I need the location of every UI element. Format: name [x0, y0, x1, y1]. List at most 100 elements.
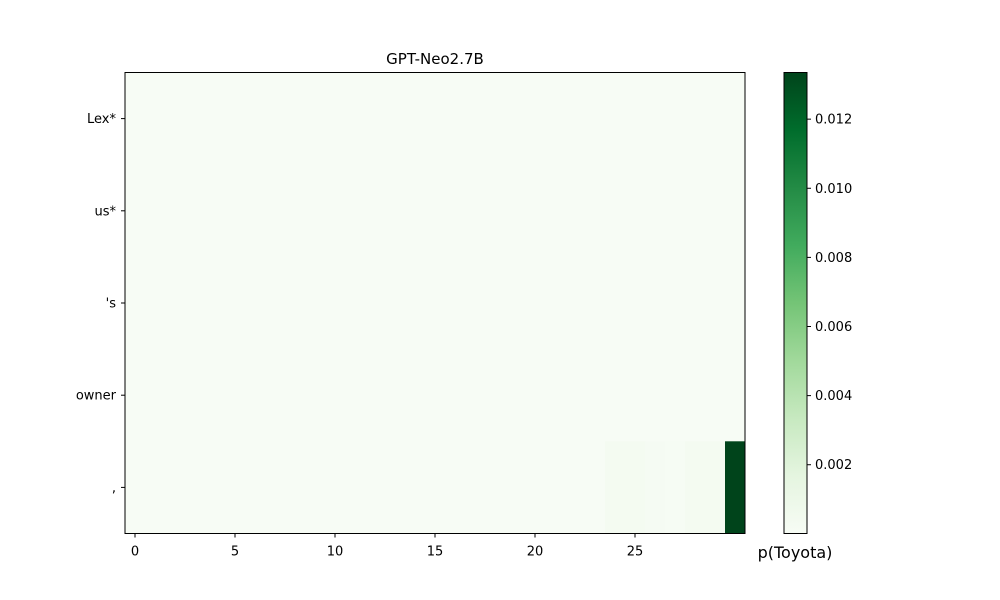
colorbar-label: p(Toyota): [758, 543, 833, 562]
y-axis: Lex* us* 's owner,: [76, 112, 125, 496]
heatmap-cell: [305, 256, 326, 350]
heatmap-cell: [485, 256, 506, 350]
y-tick-label: owner: [76, 389, 117, 404]
heatmap-cell: [345, 349, 366, 442]
heatmap-cell: [405, 349, 426, 442]
heatmap-cell: [545, 441, 566, 534]
heatmap-cell: [565, 349, 586, 442]
heatmap-cell: [225, 72, 246, 166]
colorbar-axis: 0.002 0.004 0.006 0.008 0.010 0.012: [807, 113, 852, 473]
heatmap-cell: [305, 349, 326, 442]
heatmap-cell: [725, 349, 746, 442]
heatmap-cell: [145, 164, 166, 258]
heatmap-cell: [225, 441, 246, 534]
heatmap-cell: [405, 72, 426, 166]
heatmap-cell: [325, 441, 346, 534]
heatmap-cell: [625, 256, 646, 350]
heatmap-cell: [165, 256, 186, 350]
heatmap-cell: [345, 72, 366, 166]
heatmap-cell: [345, 164, 366, 258]
heatmap-cell: [125, 349, 146, 442]
heatmap-cell: [505, 349, 526, 442]
heatmap-cell: [385, 256, 406, 350]
heatmap-cell: [625, 164, 646, 258]
heatmap-cell: [385, 441, 406, 534]
heatmap-cell: [645, 349, 666, 442]
heatmap-cell: [385, 349, 406, 442]
heatmap-cell: [165, 349, 186, 442]
x-axis: 0 5 10 15 20 25: [131, 533, 643, 560]
heatmap-cell: [265, 72, 286, 166]
heatmap-cell: [245, 164, 266, 258]
heatmap-cell: [325, 256, 346, 350]
heatmap-cell: [325, 72, 346, 166]
heatmap-cell: [685, 349, 706, 442]
heatmap-cell: [685, 441, 706, 534]
heatmap-cell: [525, 349, 546, 442]
heatmap-cell: [185, 72, 206, 166]
heatmap-cell: [725, 72, 746, 166]
heatmap-cell: [245, 72, 266, 166]
heatmap-cell: [485, 164, 506, 258]
heatmap-cell: [365, 164, 386, 258]
heatmap-cell: [125, 72, 146, 166]
heatmap-cell: [705, 349, 726, 442]
heatmap-cell: [205, 256, 226, 350]
heatmap-cell: [405, 441, 426, 534]
heatmap-cell: [125, 164, 146, 258]
heatmap-cell: [645, 441, 666, 534]
heatmap-cell: [685, 256, 706, 350]
heatmap-cell: [365, 349, 386, 442]
heatmap-cell: [145, 72, 166, 166]
heatmap-cell: [605, 256, 626, 350]
heatmap-cell: [625, 72, 646, 166]
heatmap-cell: [585, 72, 606, 166]
heatmap-cell: [305, 164, 326, 258]
x-tick-label: 15: [427, 545, 444, 560]
heatmap-cell: [605, 349, 626, 442]
heatmap-cell: [465, 441, 486, 534]
heatmap-cell: [225, 256, 246, 350]
heatmap-cell: [425, 164, 446, 258]
heatmap-cell: [665, 349, 686, 442]
heatmap-cell: [365, 72, 386, 166]
heatmap-cell: [565, 164, 586, 258]
heatmap-cell: [725, 164, 746, 258]
heatmap-cell: [205, 72, 226, 166]
heatmap-cell: [125, 256, 146, 350]
heatmap-cell: [205, 349, 226, 442]
heatmap-cell: [425, 441, 446, 534]
heatmap-cell: [625, 349, 646, 442]
heatmap-cell: [345, 256, 366, 350]
heatmap-cell: [585, 349, 606, 442]
colorbar: [783, 72, 808, 534]
heatmap-cell: [545, 164, 566, 258]
heatmap-cell: [585, 256, 606, 350]
heatmap-cell: [545, 72, 566, 166]
heatmap-cell: [725, 441, 746, 534]
heatmap-cell: [585, 164, 606, 258]
heatmap-cell: [445, 164, 466, 258]
heatmap-cell: [445, 256, 466, 350]
heatmap-cell: [265, 349, 286, 442]
colorbar-tick-label: 0.012: [815, 113, 852, 128]
heatmap-cell: [625, 441, 646, 534]
y-tick-label: Lex*: [87, 112, 116, 127]
heatmap-cell: [525, 72, 546, 166]
heatmap-cell: [385, 72, 406, 166]
heatmap-cell: [705, 441, 726, 534]
heatmap-cell: [305, 441, 326, 534]
heatmap-cell: [405, 256, 426, 350]
heatmap-cell: [185, 164, 206, 258]
heatmap-cell: [205, 441, 226, 534]
heatmap-cell: [365, 256, 386, 350]
heatmap-cell: [605, 164, 626, 258]
heatmap-cell: [165, 164, 186, 258]
heatmap-cell: [245, 349, 266, 442]
y-tick-label: us*: [94, 204, 116, 219]
heatmap-cell: [505, 164, 526, 258]
heatmap-cell: [445, 441, 466, 534]
heatmap-cell: [145, 256, 166, 350]
heatmap-cell: [565, 441, 586, 534]
